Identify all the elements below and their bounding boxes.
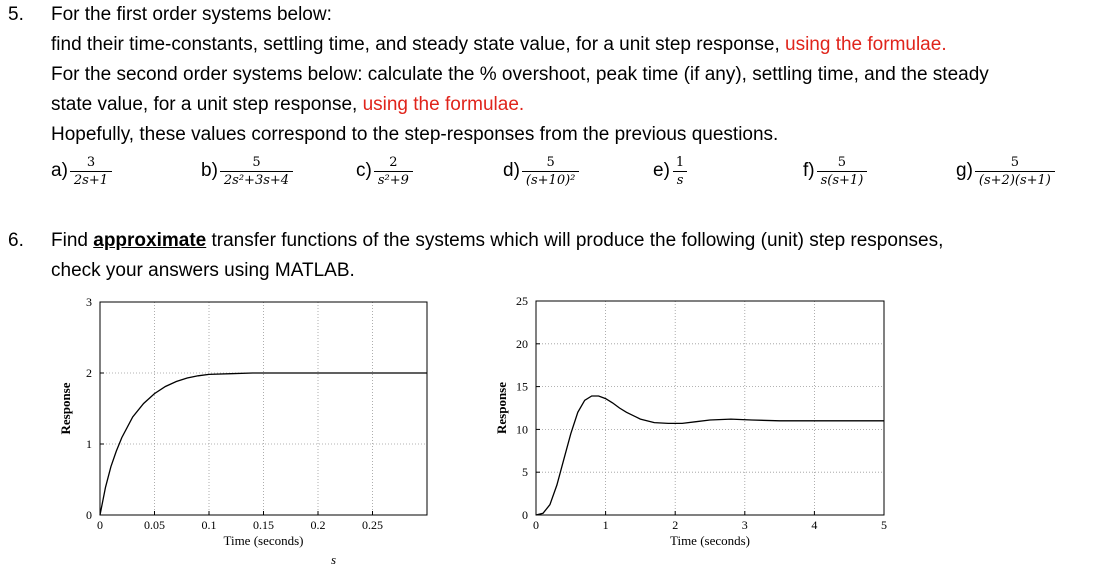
tf-label: e) — [653, 160, 670, 181]
q5-line-4: state value, for a unit step response, u… — [51, 90, 1108, 120]
tf-fraction: 3 2s+1 — [69, 154, 113, 188]
question-6: 6. Find approximate transfer functions o… — [8, 226, 1108, 286]
tf-denominator: 2s²+3s+4 — [219, 170, 294, 188]
transfer-function-c: c) 2 s²+9 — [356, 146, 413, 196]
tf-fraction: 5 (s+2)(s+1) — [974, 154, 1055, 188]
tf-fraction: 5 2s²+3s+4 — [219, 154, 294, 188]
transfer-function-g: g) 5 (s+2)(s+1) — [956, 146, 1055, 196]
q5-line-1: For the first order systems below: — [51, 4, 332, 25]
response-line — [535, 395, 884, 516]
tf-denominator: 2s+1 — [69, 170, 113, 188]
q5-line-4-emphasis: using the formulae. — [362, 94, 525, 115]
step-response-chart-2: 0 1 2 3 4 5 0 5 10 15 20 25 Time (seconds) Response — [494, 294, 887, 548]
transfer-function-a: a) 3 2s+1 — [51, 146, 113, 196]
transfer-function-f: f) 5 s(s+1) — [803, 146, 868, 196]
plot-frame — [99, 301, 428, 516]
x-axis-label: Time (seconds) — [223, 533, 303, 548]
y-tick-label: 15 — [516, 380, 528, 394]
x-tick-label: 0 — [533, 518, 539, 532]
q6-emphasis-approximate: approximate — [93, 230, 207, 251]
x-tick-label: 4 — [811, 518, 817, 532]
tf-numerator: 1 — [675, 154, 685, 170]
tf-label: d) — [503, 160, 520, 181]
question-number: 5. — [8, 4, 24, 25]
x-tick-label: 5 — [881, 518, 887, 532]
tf-numerator: 5 — [1010, 154, 1020, 170]
x-tick-label: 0.05 — [144, 518, 165, 532]
q5-line-4-text: state value, for a unit step response, — [51, 94, 363, 115]
q5-line-2-text: find their time-constants, settling time… — [51, 34, 785, 55]
q6-line-2: check your answers using MATLAB. — [51, 260, 355, 281]
tf-fraction: 2 s²+9 — [373, 154, 413, 188]
y-axis-label: Response — [58, 382, 73, 434]
trailing-mark: s — [331, 553, 337, 566]
x-tick-label: 2 — [672, 518, 678, 532]
y-tick-label: 1 — [86, 437, 92, 451]
x-tick-label: 3 — [742, 518, 748, 532]
y-axis-label: Response — [494, 382, 509, 434]
q5-line-2: find their time-constants, settling time… — [51, 30, 1108, 60]
q6-line-1-end: transfer functions of the systems which … — [206, 230, 944, 251]
y-tick-label: 20 — [516, 337, 528, 351]
plot-frame — [535, 300, 885, 516]
tf-denominator: (s+2)(s+1) — [974, 170, 1055, 188]
tf-numerator: 2 — [389, 154, 398, 170]
tf-label: b) — [201, 160, 218, 181]
x-tick-label: 0.1 — [202, 518, 217, 532]
tf-denominator: s — [672, 170, 688, 188]
tf-fraction: 5 (s+10)² — [521, 154, 580, 188]
y-tick-label: 3 — [86, 295, 92, 309]
q5-line-5: Hopefully, these values correspond to th… — [51, 124, 779, 145]
x-tick-label: 0 — [97, 518, 103, 532]
question-5: 5. For the first order systems below: fi… — [8, 0, 1108, 150]
tf-fraction: 5 s(s+1) — [816, 154, 868, 188]
step-response-chart-1: 0 0.05 0.1 0.15 0.2 0.25 0 1 2 3 Time (seconds) Res… — [58, 295, 428, 548]
x-tick-label: 0.15 — [253, 518, 274, 532]
tf-label: c) — [356, 160, 372, 181]
tf-label: f) — [803, 160, 815, 181]
y-tick-label: 2 — [86, 366, 92, 380]
y-tick-label: 0 — [86, 508, 92, 522]
tf-numerator: 3 — [86, 154, 96, 170]
tf-numerator: 5 — [546, 154, 555, 170]
tf-label: g) — [956, 160, 973, 181]
response-line — [99, 372, 427, 516]
x-tick-label: 0.25 — [362, 518, 383, 532]
tf-denominator: s(s+1) — [816, 170, 868, 188]
q5-line-3: For the second order systems below: calc… — [51, 64, 989, 85]
transfer-function-b: b) 5 2s²+3s+4 — [201, 146, 294, 196]
y-tick-label: 25 — [516, 294, 528, 308]
transfer-function-list: a) 3 2s+1 b) 5 2s²+3s+4 c) 2 s²+9 d) 5 (s+10… — [51, 146, 1111, 196]
tf-label: a) — [51, 160, 68, 181]
x-tick-label: 1 — [603, 518, 609, 532]
tf-numerator: 5 — [252, 154, 261, 170]
q6-line-1: Find approximate transfer functions of t… — [51, 226, 1108, 256]
x-tick-label: 0.2 — [311, 518, 326, 532]
y-tick-label: 5 — [522, 465, 528, 479]
y-tick-label: 10 — [516, 422, 528, 436]
tf-numerator: 5 — [837, 154, 847, 170]
question-number: 6. — [8, 230, 24, 251]
tf-denominator: (s+10)² — [521, 170, 580, 188]
tf-denominator: s²+9 — [373, 170, 413, 188]
q6-line-1-start: Find — [51, 230, 94, 251]
y-tick-label: 0 — [522, 508, 528, 522]
q5-line-2-emphasis: using the formulae. — [785, 34, 947, 55]
transfer-function-d: d) 5 (s+10)² — [503, 146, 580, 196]
x-axis-label: Time (seconds) — [670, 533, 750, 548]
